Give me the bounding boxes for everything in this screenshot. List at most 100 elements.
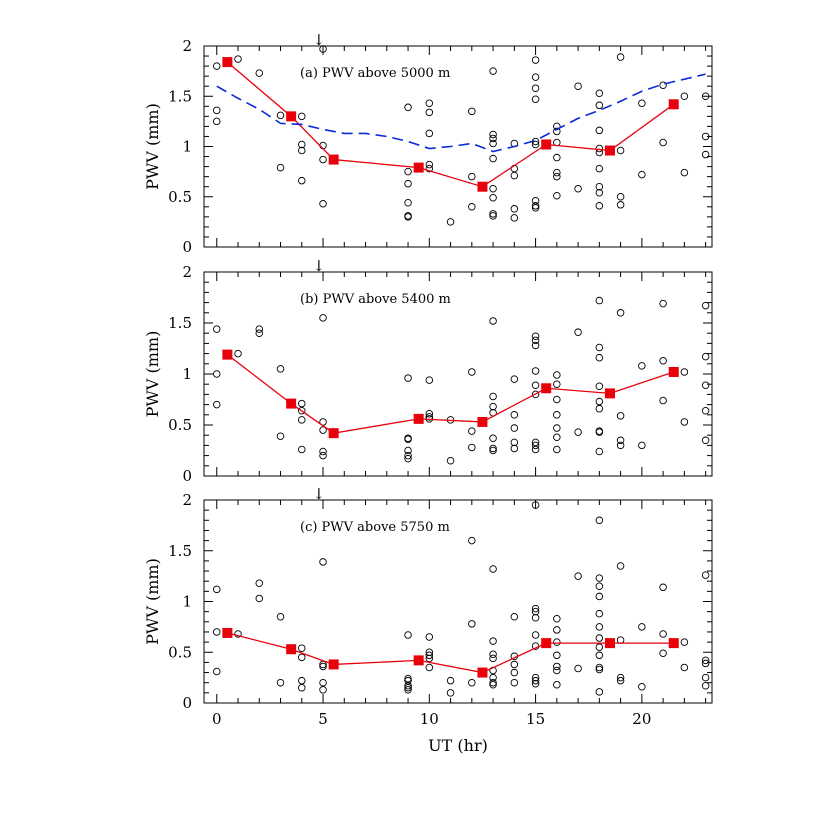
mean-square-marker [328, 428, 339, 439]
data-point [446, 218, 455, 226]
data-point [595, 643, 604, 651]
data-point [574, 664, 582, 673]
data-point [489, 194, 497, 202]
mean-square-marker [477, 667, 488, 678]
data-point [319, 155, 327, 164]
data-point [531, 679, 540, 688]
y-tick-label: 1.5 [168, 87, 192, 105]
data-point [595, 651, 604, 660]
mean-square-marker [328, 154, 339, 165]
data-point [213, 106, 221, 115]
data-point [595, 126, 604, 135]
data-point [638, 623, 646, 631]
data-point [213, 62, 221, 70]
data-point [425, 648, 434, 657]
data-point [489, 210, 497, 218]
data-point [553, 411, 561, 419]
panel-annotation: (a) PWV above 5000 m [300, 66, 450, 81]
data-point [553, 424, 561, 432]
data-point [298, 416, 306, 424]
data-point [553, 680, 561, 689]
data-point [553, 371, 561, 379]
data-point [234, 349, 242, 358]
data-point [616, 673, 625, 682]
data-point [510, 411, 519, 419]
data-point [425, 633, 434, 641]
data-point [425, 99, 434, 108]
down-arrow-icon: ↓ [312, 257, 325, 275]
data-point [531, 202, 540, 210]
data-point [468, 620, 476, 628]
data-point [531, 73, 540, 81]
data-point [701, 571, 710, 579]
data-point [531, 95, 540, 104]
data-point [468, 172, 476, 181]
data-point [298, 445, 306, 454]
x-tick-label: 10 [420, 710, 439, 728]
data-point [553, 433, 561, 441]
data-point [701, 656, 710, 665]
y-tick-label: 0.5 [168, 188, 192, 206]
data-point [489, 565, 497, 573]
data-point [446, 676, 455, 685]
data-point [531, 438, 540, 447]
data-point [404, 179, 412, 188]
data-point [659, 649, 667, 658]
data-point [404, 684, 412, 692]
data-point [659, 356, 667, 365]
data-point [425, 654, 434, 663]
y-tick-label: 0 [182, 467, 192, 485]
data-point [638, 683, 646, 691]
y-tick-label: 0 [182, 694, 192, 712]
data-point [616, 562, 625, 570]
data-point [510, 678, 519, 687]
data-point [425, 164, 434, 173]
data-point [616, 309, 625, 317]
y-tick-label: 2 [182, 37, 192, 55]
data-point [489, 637, 497, 645]
data-point [595, 101, 604, 110]
data-point [616, 146, 625, 155]
data-point [468, 443, 476, 452]
data-point [319, 200, 327, 208]
data-point [701, 92, 710, 100]
mean-square-marker [668, 366, 679, 377]
plot-frame [203, 499, 713, 704]
data-point [489, 139, 497, 148]
data-point [553, 168, 561, 177]
data-point [659, 630, 667, 638]
data-point [553, 445, 561, 454]
mean-square-marker [604, 388, 615, 399]
data-point [276, 365, 285, 373]
data-point [298, 406, 306, 415]
data-point [638, 362, 646, 370]
panel-a: 0 0.5 1 1.5 2 PWV (mm) (a) PWV above 5000 m ↓ [143, 31, 713, 256]
data-point [553, 638, 561, 646]
data-point [489, 184, 497, 193]
data-point [255, 69, 264, 77]
data-point [404, 681, 412, 690]
data-point [701, 132, 710, 141]
data-point [553, 615, 561, 623]
data-point [659, 138, 667, 147]
data-point [510, 375, 519, 383]
data-point [213, 667, 221, 676]
data-point [489, 678, 497, 687]
data-point [213, 400, 221, 409]
data-point [553, 153, 561, 162]
data-point [595, 296, 604, 305]
data-point [319, 558, 327, 566]
x-tick-label: 20 [632, 710, 651, 728]
data-point [595, 428, 604, 436]
data-point [510, 438, 519, 447]
data-point [531, 390, 540, 399]
y-tick-label: 1 [182, 365, 192, 383]
model-dashed-line [216, 73, 706, 153]
mean-square-marker [413, 413, 424, 424]
data-point [595, 164, 604, 173]
data-point [213, 370, 221, 378]
mean-square-marker [328, 659, 339, 670]
mean-square-marker [222, 349, 233, 360]
data-point [531, 336, 540, 345]
